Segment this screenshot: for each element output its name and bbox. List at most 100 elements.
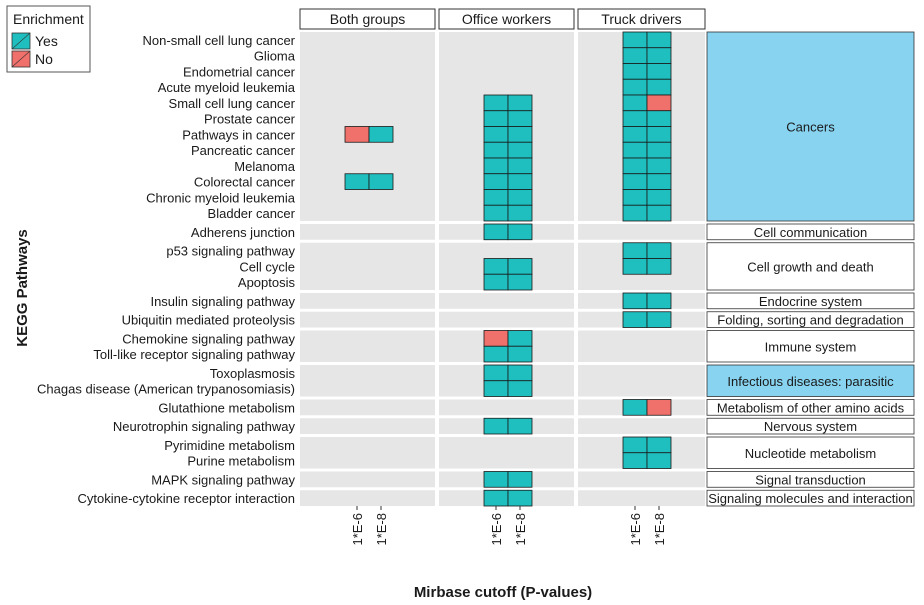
heatmap-cell bbox=[483, 223, 509, 241]
pathway-label: Pathways in cancer bbox=[182, 127, 295, 142]
panel-band bbox=[300, 490, 435, 506]
pathway-label: Colorectal cancer bbox=[194, 175, 296, 190]
heatmap-cell bbox=[646, 452, 672, 469]
heatmap-cell bbox=[507, 380, 533, 397]
heatmap-cell bbox=[622, 157, 648, 175]
heatmap-cell bbox=[622, 204, 648, 222]
heatmap-cell bbox=[483, 330, 509, 347]
category-box bbox=[706, 242, 915, 291]
panel-band bbox=[439, 399, 574, 416]
x-tick-label: 1*E-8 bbox=[652, 513, 667, 546]
heatmap-cell bbox=[483, 173, 509, 190]
panel-band bbox=[300, 365, 435, 397]
pathway-label: Toll-like receptor signaling pathway bbox=[93, 347, 295, 362]
heatmap-cell bbox=[507, 157, 533, 175]
heatmap-cell bbox=[622, 242, 648, 259]
heatmap-cell bbox=[344, 126, 370, 143]
pathway-label: Chronic myeloid leukemia bbox=[146, 190, 296, 205]
heatmap-cell bbox=[646, 189, 672, 206]
heatmap-cell bbox=[507, 273, 533, 291]
heatmap-cell bbox=[483, 204, 509, 222]
panel-band bbox=[578, 224, 705, 240]
category-label: Infectious diseases: parasitic bbox=[727, 374, 894, 389]
heatmap-cell bbox=[646, 173, 672, 190]
heatmap-cell bbox=[646, 204, 672, 222]
pathway-label: MAPK signaling pathway bbox=[151, 472, 295, 487]
category-box bbox=[706, 292, 915, 310]
pathway-label: Ubiquitin mediated proteolysis bbox=[122, 313, 296, 328]
heatmap-cell bbox=[483, 364, 509, 382]
heatmap-cell bbox=[507, 126, 533, 143]
heatmap-cell bbox=[507, 189, 533, 206]
category-label: Immune system bbox=[765, 339, 857, 354]
panel-band bbox=[300, 224, 435, 240]
category-box bbox=[706, 330, 915, 363]
heatmap-cell bbox=[507, 223, 533, 241]
heatmap-cell bbox=[483, 345, 509, 363]
heatmap-cell bbox=[622, 31, 648, 49]
category-label: Nervous system bbox=[764, 419, 857, 434]
pathway-label: Acute myeloid leukemia bbox=[158, 80, 296, 95]
category-label: Cell communication bbox=[754, 225, 867, 240]
category-box bbox=[706, 364, 915, 397]
pathway-label: Pancreatic cancer bbox=[191, 143, 296, 158]
pathway-label: p53 signaling pathway bbox=[166, 244, 295, 259]
category-label: Nucleotide metabolism bbox=[745, 446, 877, 461]
heatmap-cell bbox=[646, 110, 672, 127]
panel-header-label: Truck drivers bbox=[601, 11, 681, 27]
category-box bbox=[706, 31, 915, 222]
category-box bbox=[706, 311, 915, 328]
x-tick-label: 1*E-6 bbox=[628, 513, 643, 546]
heatmap-cell bbox=[507, 364, 533, 382]
heatmap-cell bbox=[622, 110, 648, 127]
heatmap-cell bbox=[483, 417, 509, 435]
heatmap-cell bbox=[646, 141, 672, 159]
panel-band bbox=[300, 437, 435, 469]
heatmap-cell bbox=[622, 258, 648, 275]
pathway-label: Prostate cancer bbox=[204, 112, 296, 127]
heatmap-cell bbox=[646, 436, 672, 454]
heatmap-cell bbox=[507, 110, 533, 127]
heatmap-cell bbox=[622, 399, 648, 416]
pathway-label: Glutathione metabolism bbox=[158, 400, 295, 415]
heatmap-cell bbox=[646, 31, 672, 49]
heatmap-cell bbox=[622, 126, 648, 143]
heatmap-cell bbox=[507, 471, 533, 488]
panel-header-2 bbox=[577, 8, 706, 30]
heatmap-cell bbox=[483, 489, 509, 507]
panel-band bbox=[578, 365, 705, 397]
heatmap-cell bbox=[622, 436, 648, 454]
x-tick-label: 1*E-8 bbox=[374, 513, 389, 546]
heatmap-cell bbox=[622, 141, 648, 159]
heatmap-cell bbox=[483, 141, 509, 159]
pathway-label: Cell cycle bbox=[239, 259, 295, 274]
heatmap-cell bbox=[646, 242, 672, 259]
heatmap-cell bbox=[507, 330, 533, 347]
panel-band bbox=[578, 330, 705, 362]
x-tick-label: 1*E-8 bbox=[513, 513, 528, 546]
pathway-label: Apoptosis bbox=[238, 275, 296, 290]
legend-label-no: No bbox=[35, 51, 53, 67]
panel-band bbox=[300, 399, 435, 416]
heatmap-cell bbox=[646, 258, 672, 275]
heatmap-cell bbox=[646, 126, 672, 143]
heatmap-cell bbox=[483, 380, 509, 397]
category-label: Endocrine system bbox=[759, 294, 862, 309]
pathway-label: Toxoplasmosis bbox=[210, 366, 296, 381]
pathway-label: Bladder cancer bbox=[208, 206, 296, 221]
panel-band bbox=[300, 418, 435, 434]
panel-band bbox=[300, 330, 435, 362]
heatmap-cell bbox=[368, 173, 394, 190]
heatmap-cell bbox=[622, 63, 648, 80]
x-axis-title: Mirbase cutoff (P-values) bbox=[414, 584, 592, 601]
heatmap-cell bbox=[483, 258, 509, 275]
heatmap-cell bbox=[507, 345, 533, 363]
heatmap-cell bbox=[622, 173, 648, 190]
pathway-label: Glioma bbox=[254, 49, 296, 64]
category-box bbox=[706, 489, 915, 507]
heatmap-cell bbox=[483, 273, 509, 291]
x-tick-label: 1*E-6 bbox=[350, 513, 365, 546]
category-box bbox=[706, 436, 915, 469]
panel-header-0 bbox=[299, 8, 436, 30]
heatmap-cell bbox=[622, 47, 648, 64]
